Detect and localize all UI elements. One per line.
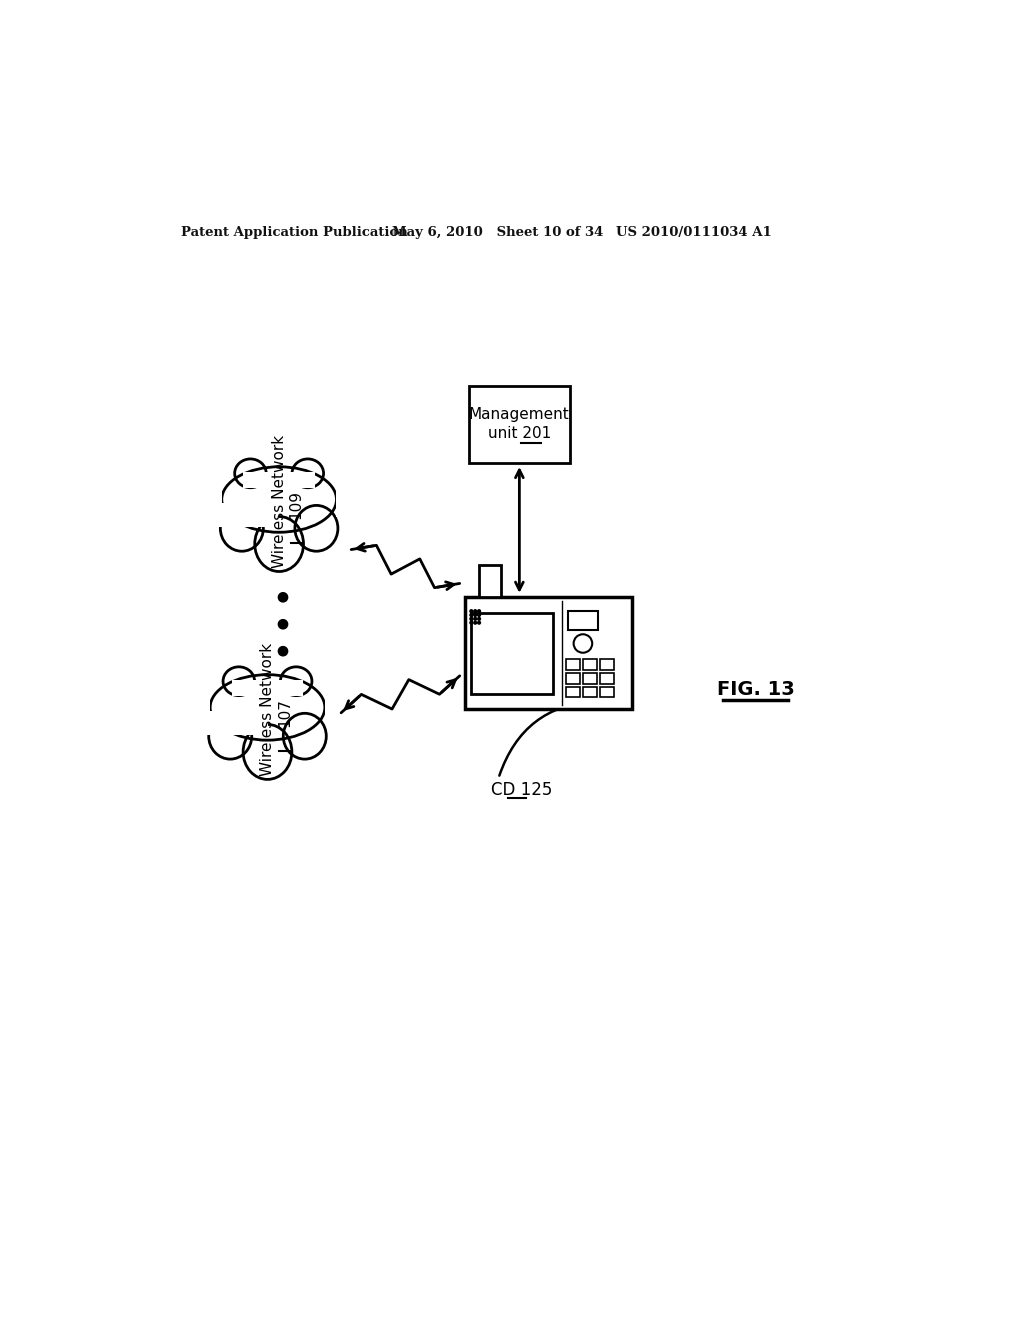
Ellipse shape — [220, 506, 263, 552]
FancyBboxPatch shape — [325, 685, 331, 725]
FancyBboxPatch shape — [479, 565, 501, 598]
Circle shape — [477, 618, 480, 620]
Text: 107: 107 — [278, 698, 292, 727]
FancyBboxPatch shape — [566, 686, 580, 697]
Ellipse shape — [292, 459, 324, 487]
Circle shape — [470, 610, 473, 612]
FancyBboxPatch shape — [194, 503, 280, 527]
Circle shape — [477, 610, 480, 612]
Text: May 6, 2010   Sheet 10 of 34: May 6, 2010 Sheet 10 of 34 — [391, 226, 603, 239]
Circle shape — [470, 622, 473, 624]
Circle shape — [279, 619, 288, 628]
FancyBboxPatch shape — [216, 478, 222, 516]
Circle shape — [474, 618, 476, 620]
Circle shape — [470, 618, 473, 620]
Text: unit 201: unit 201 — [487, 426, 551, 441]
FancyBboxPatch shape — [337, 478, 342, 516]
Text: FIG. 13: FIG. 13 — [717, 680, 795, 700]
Text: Patent Application Publication: Patent Application Publication — [180, 226, 408, 239]
FancyBboxPatch shape — [600, 673, 614, 684]
Circle shape — [474, 610, 476, 612]
FancyBboxPatch shape — [181, 711, 267, 735]
Circle shape — [279, 593, 288, 602]
Circle shape — [279, 647, 288, 656]
FancyBboxPatch shape — [566, 673, 580, 684]
Ellipse shape — [209, 713, 252, 759]
FancyBboxPatch shape — [583, 686, 597, 697]
Text: CD 125: CD 125 — [490, 781, 552, 799]
FancyBboxPatch shape — [583, 659, 597, 669]
FancyBboxPatch shape — [244, 473, 315, 487]
Ellipse shape — [284, 713, 327, 759]
FancyBboxPatch shape — [465, 598, 632, 709]
Circle shape — [470, 614, 473, 616]
Circle shape — [477, 614, 480, 616]
FancyBboxPatch shape — [471, 612, 553, 693]
FancyBboxPatch shape — [600, 659, 614, 669]
Text: US 2010/0111034 A1: US 2010/0111034 A1 — [616, 226, 772, 239]
FancyBboxPatch shape — [205, 685, 210, 725]
Ellipse shape — [210, 675, 325, 741]
Text: Wireless Network: Wireless Network — [260, 643, 275, 776]
FancyBboxPatch shape — [469, 385, 569, 462]
FancyBboxPatch shape — [583, 673, 597, 684]
Ellipse shape — [234, 459, 266, 487]
Circle shape — [573, 635, 592, 653]
FancyBboxPatch shape — [566, 659, 580, 669]
Text: 109: 109 — [289, 491, 304, 519]
Circle shape — [474, 622, 476, 624]
FancyBboxPatch shape — [231, 680, 303, 696]
FancyBboxPatch shape — [568, 611, 598, 631]
Ellipse shape — [255, 516, 303, 572]
Ellipse shape — [223, 667, 255, 696]
Text: Management: Management — [469, 408, 569, 422]
Ellipse shape — [243, 725, 292, 779]
Ellipse shape — [295, 506, 338, 552]
FancyBboxPatch shape — [600, 686, 614, 697]
Ellipse shape — [281, 667, 312, 696]
Circle shape — [477, 622, 480, 624]
Text: Wireless Network: Wireless Network — [271, 434, 287, 568]
Ellipse shape — [222, 467, 337, 532]
Circle shape — [474, 614, 476, 616]
